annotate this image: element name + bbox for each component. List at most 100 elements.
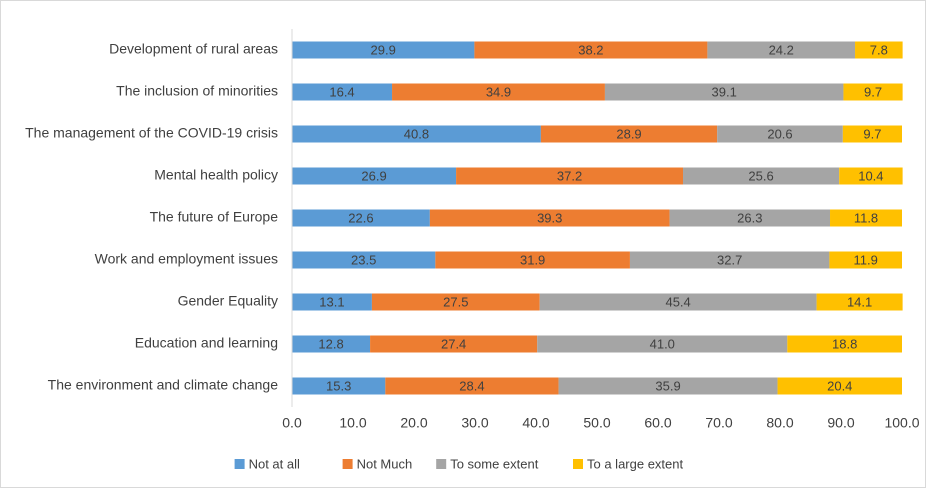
data-label: 11.9 — [854, 252, 878, 267]
legend-label: To some extent — [450, 456, 539, 471]
legend-swatch — [342, 459, 353, 469]
x-tick-label: 90.0 — [827, 415, 854, 431]
legend-label: Not Much — [357, 456, 413, 471]
bar-segment — [292, 125, 541, 143]
bar-segment — [292, 167, 457, 185]
bar-segment — [558, 377, 778, 395]
bar-segment — [855, 41, 903, 59]
x-tick-label: 50.0 — [583, 415, 610, 431]
bar-segment — [842, 125, 902, 143]
bar-segment — [292, 335, 371, 353]
bar-segment — [829, 251, 902, 269]
legend-label: To a large extent — [587, 456, 684, 471]
data-label: 32.7 — [717, 252, 742, 267]
x-tick-label: 10.0 — [339, 415, 366, 431]
data-label: 22.6 — [348, 210, 373, 225]
data-label: 18.8 — [832, 336, 857, 351]
bar-segment — [292, 209, 430, 227]
category-label: The management of the COVID-19 crisis — [25, 125, 278, 141]
bar-segment — [370, 335, 538, 353]
bar-segment — [292, 83, 393, 101]
bar-segment — [777, 377, 902, 395]
data-label: 14.1 — [847, 294, 872, 309]
legend-label: Not at all — [249, 456, 300, 471]
bar-segment — [604, 83, 844, 101]
bar-segment — [830, 209, 902, 227]
data-label: 37.2 — [557, 168, 582, 183]
category-label: Education and learning — [135, 335, 278, 351]
legend-swatch — [234, 459, 245, 469]
x-tick-label: 70.0 — [705, 415, 732, 431]
x-tick-label: 20.0 — [400, 415, 427, 431]
bar-segment — [540, 125, 718, 143]
x-tick-label: 30.0 — [461, 415, 488, 431]
x-tick-label: 100.0 — [884, 415, 919, 431]
data-label: 27.4 — [441, 336, 466, 351]
legend-swatch — [573, 459, 583, 469]
data-label: 29.9 — [371, 42, 396, 57]
data-label: 13.1 — [319, 294, 344, 309]
data-label: 27.5 — [443, 294, 468, 309]
category-label: Gender Equality — [178, 293, 278, 309]
bar-segment — [429, 209, 670, 227]
data-label: 45.4 — [665, 294, 690, 309]
data-label: 9.7 — [864, 84, 882, 99]
data-label: 31.9 — [520, 252, 545, 267]
bar-segment — [292, 293, 372, 311]
bar-segment — [707, 41, 856, 59]
data-label: 34.9 — [486, 84, 511, 99]
data-label: 38.2 — [578, 42, 603, 57]
bar-segment — [537, 335, 788, 353]
bar-segment — [292, 377, 386, 395]
x-tick-label: 40.0 — [522, 415, 549, 431]
bar-segment — [371, 293, 540, 311]
bar-segment — [292, 251, 436, 269]
data-label: 26.3 — [737, 210, 762, 225]
data-label: 24.2 — [769, 42, 794, 57]
bar-segment — [629, 251, 830, 269]
category-label: The environment and climate change — [48, 377, 279, 393]
category-label: The future of Europe — [150, 209, 279, 225]
x-tick-label: 80.0 — [766, 415, 793, 431]
data-label: 28.9 — [616, 126, 641, 141]
bar-segment — [717, 125, 843, 143]
data-label: 16.4 — [329, 84, 354, 99]
data-label: 41.0 — [650, 336, 675, 351]
data-label: 12.8 — [318, 336, 343, 351]
bar-segment — [787, 335, 902, 353]
category-label: Mental health policy — [154, 167, 278, 183]
category-label: Development of rural areas — [109, 41, 278, 57]
bar-segment — [839, 167, 903, 185]
bar-segment — [392, 83, 605, 101]
bar-segment — [539, 293, 817, 311]
bar-segment — [843, 83, 903, 101]
data-label: 10.4 — [858, 168, 883, 183]
x-tick-label: 0.0 — [282, 415, 302, 431]
bar-segment — [816, 293, 903, 311]
bar-segment — [683, 167, 840, 185]
data-label: 39.1 — [712, 84, 737, 99]
data-label: 20.4 — [827, 378, 852, 393]
data-label: 26.9 — [361, 168, 386, 183]
bar-segment — [435, 251, 630, 269]
data-label: 23.5 — [351, 252, 376, 267]
category-label: The inclusion of minorities — [116, 83, 278, 99]
bar-segment — [385, 377, 559, 395]
bar-segment — [669, 209, 831, 227]
x-tick-label: 60.0 — [644, 415, 671, 431]
data-label: 40.8 — [404, 126, 429, 141]
data-label: 20.6 — [767, 126, 792, 141]
data-label: 9.7 — [863, 126, 881, 141]
category-label: Work and employment issues — [95, 251, 278, 267]
data-label: 28.4 — [459, 378, 484, 393]
data-label: 39.3 — [537, 210, 562, 225]
bar-segment — [456, 167, 684, 185]
bar-segment — [474, 41, 708, 59]
bar-segment — [292, 41, 475, 59]
data-label: 35.9 — [655, 378, 680, 393]
data-label: 7.8 — [870, 42, 888, 57]
data-label: 15.3 — [326, 378, 351, 393]
data-label: 25.6 — [748, 168, 773, 183]
